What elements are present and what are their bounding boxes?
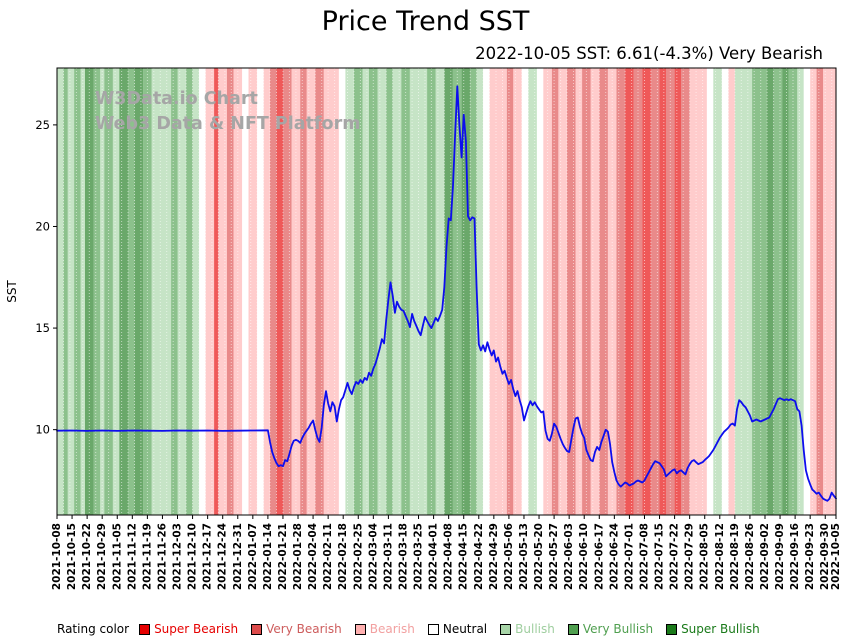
x-tick-label: 2022-09-02: [759, 523, 771, 590]
watermark-line2: Web3 Data & NFT Platform: [95, 114, 360, 134]
x-tick-label: 2021-11-19: [141, 523, 153, 590]
x-tick-label: 2022-01-07: [247, 523, 259, 590]
legend-swatch-super_bearish: [139, 623, 151, 635]
x-tick-label: 2022-02-11: [322, 523, 334, 590]
legend-swatch-bearish: [354, 623, 366, 635]
x-tick-label: 2022-04-15: [458, 523, 470, 590]
legend-swatch-bullish: [500, 623, 512, 635]
x-tick-label: 2022-07-22: [669, 523, 681, 590]
x-tick-label: 2022-01-28: [292, 523, 304, 590]
x-tick-label: 2021-12-03: [172, 523, 184, 590]
x-tick-label: 2022-08-12: [714, 523, 726, 590]
legend-label: Neutral: [442, 622, 488, 636]
legend-items: Super Bearish Very Bearish Bearish Neutral B…: [139, 622, 760, 636]
y-tick-label: 10: [35, 423, 50, 437]
x-tick-label: 2022-08-05: [699, 523, 711, 590]
x-tick-label: 2022-02-25: [352, 523, 364, 590]
legend-swatch-neutral: [427, 623, 439, 635]
y-tick-label: 25: [35, 118, 50, 132]
watermark-line1: W3Data.io Chart: [95, 89, 258, 109]
x-tick-label: 2021-10-15: [66, 523, 78, 590]
x-tick-label: 2022-09-09: [774, 523, 786, 590]
y-tick-label: 20: [35, 219, 50, 233]
x-tick-label: 2021-10-22: [81, 523, 93, 590]
legend-label: Bullish: [515, 622, 555, 636]
x-tick-label: 2022-03-11: [382, 523, 394, 590]
legend-item-super_bearish: Super Bearish: [139, 622, 238, 636]
x-tick-label: 2022-06-03: [563, 523, 575, 590]
x-tick-label: 2022-04-08: [443, 523, 455, 590]
legend-label: Very Bullish: [582, 622, 654, 636]
x-axis-ticks: 2021-10-08 2021-10-15 2021-10-22 2021-10-29…: [51, 515, 842, 590]
legend-caption: Rating color: [57, 622, 130, 636]
x-tick-label: 2021-12-31: [232, 523, 244, 590]
legend-item-bullish: Bullish: [500, 622, 555, 636]
x-tick-label: 2021-11-05: [111, 523, 123, 590]
x-tick-label: 2022-07-29: [684, 523, 696, 590]
x-tick-label: 2022-03-18: [397, 523, 409, 590]
x-tick-label: 2022-10-05: [830, 523, 842, 590]
legend-label: Super Bearish: [154, 622, 239, 636]
y-tick-label: 15: [35, 321, 50, 335]
x-tick-label: 2022-09-23: [804, 523, 816, 590]
x-tick-label: 2021-11-26: [156, 523, 168, 590]
x-tick-label: 2022-08-26: [744, 523, 756, 590]
x-tick-label: 2022-04-22: [473, 523, 485, 590]
legend-item-very_bullish: Very Bullish: [567, 622, 654, 636]
x-tick-label: 2022-09-16: [789, 523, 801, 590]
legend-label: Super Bullish: [681, 622, 760, 636]
legend-label: Very Bearish: [266, 622, 342, 636]
x-tick-label: 2022-05-27: [548, 523, 560, 590]
x-tick-label: 2022-06-17: [593, 523, 605, 590]
x-tick-label: 2022-05-06: [503, 523, 515, 590]
x-tick-label: 2022-04-01: [428, 523, 440, 590]
x-tick-label: 2022-07-08: [638, 523, 650, 590]
legend-swatch-super_bullish: [666, 623, 678, 635]
x-tick-label: 2022-08-19: [729, 523, 741, 590]
x-tick-label: 2022-02-18: [337, 523, 349, 590]
x-tick-label: 2022-04-29: [488, 523, 500, 590]
y-axis-ticks: 10 15 20 25: [35, 118, 57, 437]
x-tick-label: 2022-05-13: [518, 523, 530, 590]
rating-legend: Rating color Super Bearish Very Bearish Be…: [57, 622, 760, 636]
legend-swatch-very_bearish: [251, 623, 263, 635]
watermark: W3Data.io Chart Web3 Data & NFT Platform: [95, 89, 360, 134]
sst-line: [56, 85, 837, 502]
x-tick-label: 2022-05-20: [533, 523, 545, 590]
x-tick-label: 2021-10-08: [51, 523, 63, 590]
x-tick-label: 2021-12-17: [202, 523, 214, 590]
x-tick-label: 2022-06-10: [578, 523, 590, 590]
x-tick-label: 2022-09-30: [819, 523, 831, 590]
x-tick-label: 2022-07-15: [654, 523, 666, 590]
chart-title: Price Trend SST: [321, 6, 530, 37]
x-tick-label: 2022-06-24: [608, 523, 620, 590]
x-tick-label: 2021-11-12: [126, 523, 138, 590]
x-tick-label: 2022-01-21: [277, 523, 289, 590]
rating-bands: [57, 68, 836, 515]
x-tick-label: 2022-03-25: [413, 523, 425, 590]
chart-subtitle: 2022-10-05 SST: 6.61(-4.3%) Very Bearish: [475, 44, 823, 63]
x-tick-label: 2022-03-04: [367, 523, 379, 590]
legend-label: Bearish: [369, 622, 415, 636]
x-tick-label: 2021-12-10: [187, 523, 199, 590]
legend-item-very_bearish: Very Bearish: [251, 622, 342, 636]
legend-item-bearish: Bearish: [354, 622, 415, 636]
legend-item-super_bullish: Super Bullish: [666, 622, 760, 636]
day-gridlines: [56, 68, 833, 515]
y-axis-label: SST: [5, 280, 19, 303]
x-tick-label: 2022-02-04: [307, 523, 319, 590]
legend-swatch-very_bullish: [567, 623, 579, 635]
x-tick-label: 2021-10-29: [96, 523, 108, 590]
legend-item-neutral: Neutral: [427, 622, 488, 636]
x-tick-label: 2022-07-01: [623, 523, 635, 590]
x-tick-label: 2022-01-14: [262, 523, 274, 590]
plot-border: [56, 67, 837, 516]
x-tick-label: 2021-12-24: [217, 523, 229, 590]
